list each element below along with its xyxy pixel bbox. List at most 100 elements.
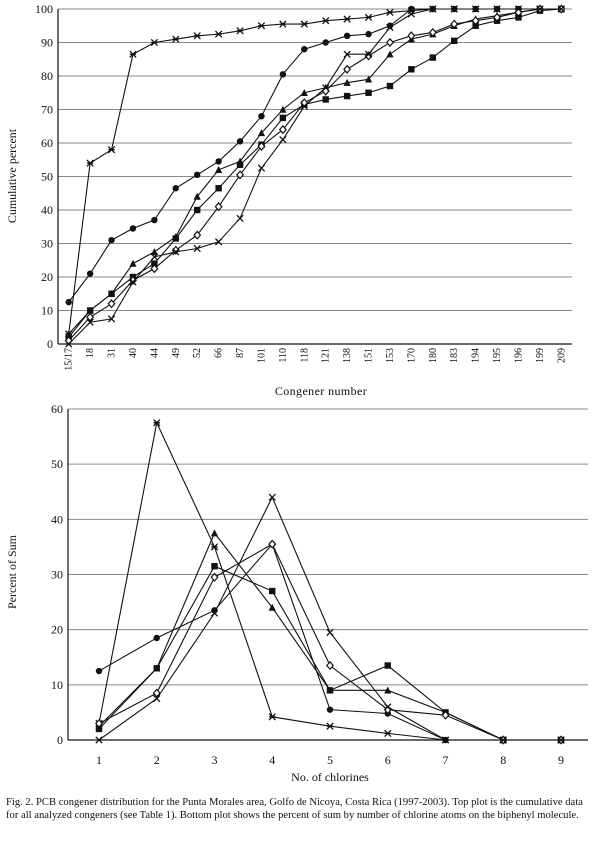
chart1-data-point	[343, 32, 351, 39]
chart1-data-point	[150, 253, 159, 261]
chart1-xlabel: Congener number	[275, 384, 367, 398]
chart2-xtick-label: 1	[96, 753, 102, 767]
chart1-data-point	[428, 27, 437, 38]
chart1-xtick-label: 153	[385, 348, 396, 363]
chart1-data-point	[364, 75, 373, 83]
chart1-xtick-label: 101	[256, 348, 267, 363]
chart1-data-point	[172, 35, 180, 43]
chart2-data-point	[153, 419, 161, 427]
chart1-data-point	[214, 238, 223, 246]
chart1-xtick-label: 66	[214, 348, 225, 358]
chart1-data-point	[450, 19, 459, 29]
chart1-data-point	[279, 114, 287, 122]
chart1-data-point	[258, 113, 265, 120]
chart1-ytick-label: 20	[41, 270, 53, 284]
chart1-data-point	[214, 202, 223, 212]
chart1-ytick-label: 40	[41, 203, 53, 217]
chart1-xtick-label: 196	[513, 348, 524, 363]
chart1-axes	[57, 9, 572, 345]
chart1-ticks: 0 10 20 30 40 50 60 70 80 90 100 15/17 18 31 40 44 49 52 6…	[35, 2, 567, 371]
chart2-data-point	[153, 634, 160, 642]
chart1-data-point	[236, 170, 245, 180]
chart2-data-point	[210, 543, 219, 551]
chart1-data-point	[279, 135, 287, 144]
chart1-data-point	[300, 20, 308, 28]
chart2-data-point	[210, 529, 219, 537]
chart1-data-point	[514, 5, 523, 13]
chart1-data-point	[386, 8, 394, 17]
chart2-series	[95, 419, 565, 745]
chart1-data-point	[493, 12, 502, 22]
chart2-data-point	[95, 718, 103, 729]
chart1-data-point	[194, 171, 201, 179]
chart1-data-point	[279, 105, 287, 113]
chart1-data-point	[451, 37, 458, 45]
chart1-data-point	[343, 64, 352, 74]
chart1-data-point	[429, 54, 436, 61]
chart1-data-point	[193, 192, 201, 200]
chart1-data-point	[151, 216, 158, 224]
chart1-data-point	[215, 166, 223, 173]
chart1-data-point	[108, 290, 115, 297]
chart2-ytick-label: 40	[51, 512, 63, 526]
chart2-xtick-label: 7	[443, 753, 449, 767]
chart1-data-point	[279, 71, 287, 78]
chart2-data-point	[326, 706, 334, 713]
chart1-data-point	[322, 96, 329, 103]
chart1-xtick-label: 151	[364, 348, 375, 363]
chart1-ylabel: Cumulative percent	[5, 128, 19, 223]
chart2-ytick-label: 60	[51, 402, 63, 416]
chart1-data-point	[215, 185, 222, 192]
chart1-data-point	[215, 158, 222, 165]
chart1-data-point	[386, 82, 394, 90]
chart1-ytick-label: 0	[47, 337, 53, 351]
chart1-data-point	[343, 78, 351, 86]
chart1-data-point	[86, 270, 94, 277]
chart1-data-point	[107, 315, 116, 323]
chart1-data-point	[343, 15, 351, 23]
chart2-xtick-label: 4	[269, 753, 275, 767]
chart1-data-point	[65, 298, 72, 306]
chart1-ytick-label: 50	[41, 170, 53, 184]
chart1-data-point	[129, 225, 137, 232]
chart1-data-point	[214, 30, 223, 38]
chart2-data-point	[269, 587, 276, 595]
chart1-data-point	[257, 22, 266, 30]
chart1-data-point	[193, 244, 201, 253]
chart1-data-point	[472, 22, 479, 29]
chart1-data-point	[364, 50, 373, 58]
chart2-data-point	[153, 694, 161, 703]
chart2-data-point	[95, 667, 103, 675]
chart2-grid	[68, 408, 588, 686]
chart1-ytick-label: 30	[41, 237, 53, 251]
chart1-data-point	[385, 37, 394, 48]
chart2-data-point	[441, 710, 450, 720]
chart1-data-point	[108, 236, 115, 244]
chart1-data-point	[129, 259, 137, 267]
chart1-data-point	[493, 5, 501, 13]
chart1-data-point	[515, 14, 522, 21]
chart1-data-point	[257, 164, 266, 172]
chart1-data-point	[172, 185, 179, 192]
chart1-data-point	[86, 312, 95, 322]
chart1-series-line	[68, 8, 562, 345]
chart1-data-point	[107, 299, 116, 309]
chart1-data-point	[86, 318, 94, 326]
chart2-data-point	[268, 539, 277, 549]
chart1-xtick-label: 15/17	[64, 348, 75, 371]
chart1-data-point	[129, 50, 137, 58]
chart1-data-point	[300, 88, 308, 96]
chart2-xtick-label: 3	[212, 753, 218, 767]
chart1-data-point	[193, 230, 202, 240]
chart1-data-point	[257, 141, 266, 151]
chart1-xtick-label: 121	[321, 348, 332, 363]
chart1-data-point	[86, 159, 94, 167]
chart1-data-point	[450, 5, 458, 13]
chart1-data-point	[471, 16, 480, 26]
chart1-ytick-label: 60	[41, 136, 53, 150]
chart2-series-line	[98, 495, 561, 741]
chart1-xtick-label: 49	[171, 348, 182, 358]
chart1-data-point	[172, 235, 179, 242]
chart1-xtick-label: 87	[235, 348, 246, 358]
chart1-data-point	[236, 214, 244, 223]
